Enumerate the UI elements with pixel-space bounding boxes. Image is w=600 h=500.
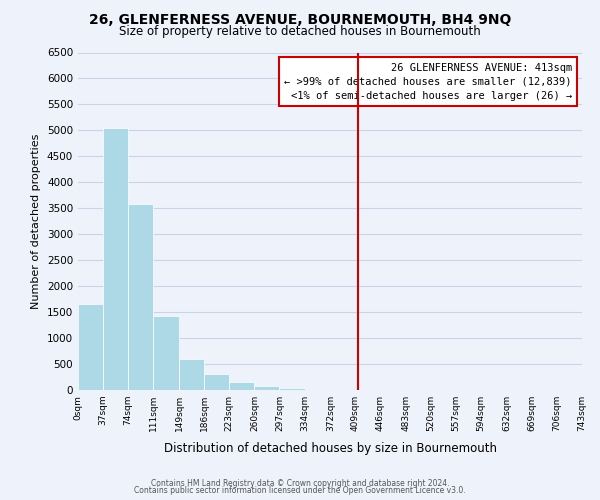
Text: Contains HM Land Registry data © Crown copyright and database right 2024.: Contains HM Land Registry data © Crown c… — [151, 478, 449, 488]
Bar — [280, 388, 305, 390]
Bar — [229, 382, 254, 390]
Bar — [78, 304, 103, 390]
Text: 26, GLENFERNESS AVENUE, BOURNEMOUTH, BH4 9NQ: 26, GLENFERNESS AVENUE, BOURNEMOUTH, BH4… — [89, 12, 511, 26]
Bar — [179, 360, 204, 390]
Bar — [204, 374, 229, 390]
Text: Contains public sector information licensed under the Open Government Licence v3: Contains public sector information licen… — [134, 486, 466, 495]
Y-axis label: Number of detached properties: Number of detached properties — [31, 134, 41, 309]
Bar — [103, 128, 128, 390]
Text: Size of property relative to detached houses in Bournemouth: Size of property relative to detached ho… — [119, 25, 481, 38]
X-axis label: Distribution of detached houses by size in Bournemouth: Distribution of detached houses by size … — [163, 442, 497, 456]
Bar — [153, 316, 179, 390]
Bar — [128, 204, 153, 390]
Text: 26 GLENFERNESS AVENUE: 413sqm
← >99% of detached houses are smaller (12,839)
<1%: 26 GLENFERNESS AVENUE: 413sqm ← >99% of … — [284, 62, 572, 100]
Bar — [254, 386, 280, 390]
